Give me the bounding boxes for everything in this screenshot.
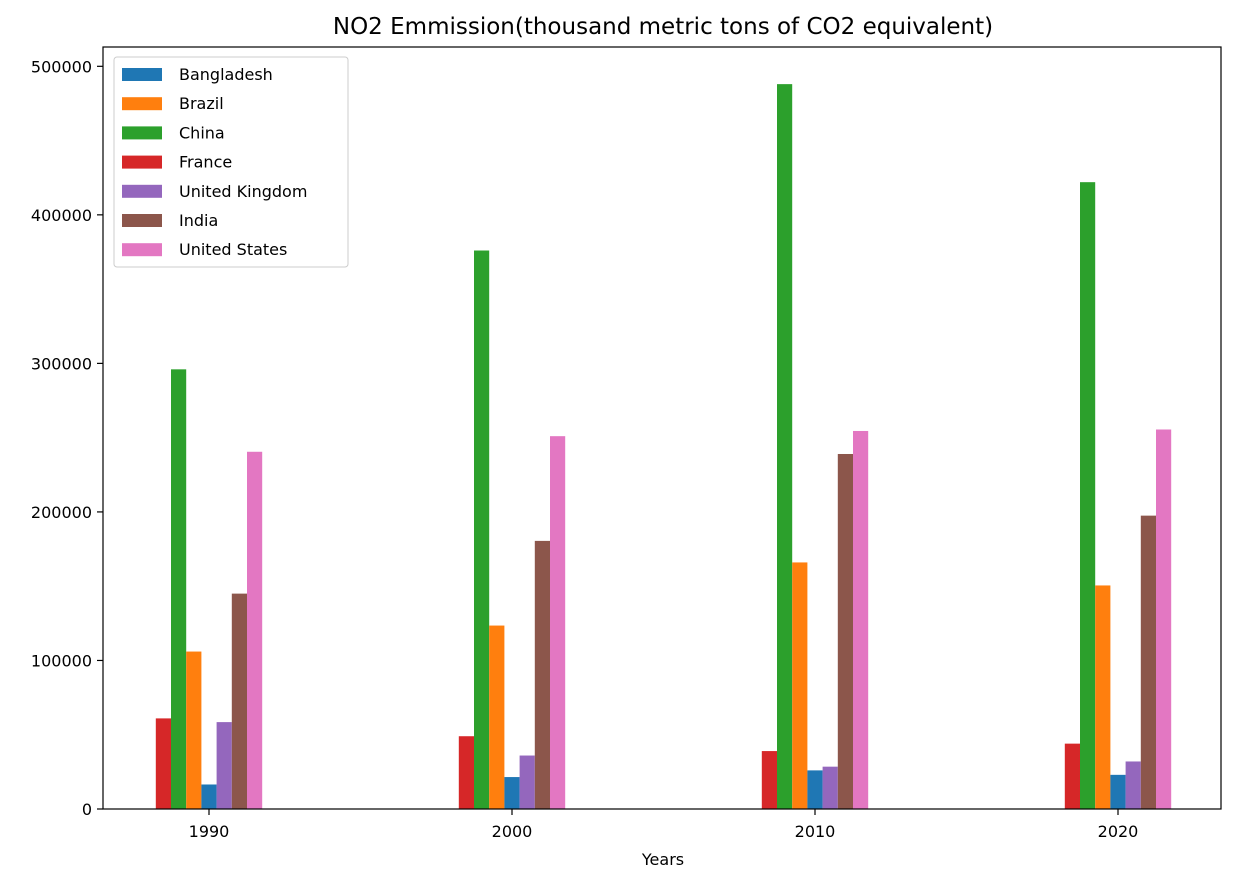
- y-tick-label: 500000: [31, 57, 92, 76]
- axes-group: 0 100000 200000 300000 400000 500000 1990 2000 2…: [31, 46, 1222, 841]
- bar-brazil-1990: [186, 651, 202, 809]
- legend-label: United Kingdom: [179, 182, 307, 201]
- bar-brazil-2020: [1095, 585, 1111, 809]
- chart-title: NO2 Emmission(thousand metric tons of CO…: [333, 14, 993, 40]
- bar-united-kingdom-2000: [519, 755, 535, 809]
- legend-item: United States: [122, 240, 287, 259]
- legend-label: Bangladesh: [179, 65, 273, 84]
- bar-united-kingdom-2010: [822, 766, 838, 809]
- legend-box: [113, 56, 349, 268]
- legend-swatch: [122, 126, 162, 140]
- y-tick-label: 200000: [31, 503, 92, 522]
- bar-india-2010: [837, 453, 853, 809]
- bar-bangladesh-2000: [504, 777, 520, 809]
- x-axis-label: Years: [641, 850, 684, 869]
- bar-brazil-2000: [489, 625, 505, 809]
- legend-label: Brazil: [179, 94, 224, 113]
- bar-france-1990: [155, 718, 171, 809]
- legend-swatch: [122, 68, 162, 81]
- legend-swatch: [122, 184, 162, 198]
- legend-label: France: [179, 153, 232, 172]
- legend-label: China: [179, 123, 225, 142]
- legend-swatch: [122, 155, 162, 169]
- bar-france-2000: [458, 736, 474, 809]
- legend-item: Brazil: [122, 94, 224, 113]
- bar-bangladesh-1990: [201, 784, 217, 809]
- x-tick-label: 2020: [1098, 822, 1139, 841]
- bar-india-2000: [534, 540, 550, 809]
- legend-label: India: [179, 211, 218, 230]
- bar-india-1990: [231, 593, 247, 809]
- x-tick-label: 2000: [492, 822, 533, 841]
- bar-france-2010: [761, 751, 777, 809]
- bar-bangladesh-2020: [1110, 774, 1126, 809]
- legend-item: China: [122, 123, 225, 142]
- legend-item: United Kingdom: [122, 182, 307, 201]
- bar-united-kingdom-1990: [216, 722, 232, 809]
- x-tick-label: 1990: [189, 822, 230, 841]
- bar-india-2020: [1140, 515, 1156, 809]
- bar-china-2000: [474, 250, 490, 809]
- legend-label: United States: [179, 240, 287, 259]
- legend-swatch: [122, 214, 162, 227]
- bar-united-states-2020: [1156, 429, 1172, 809]
- x-tick-label: 2010: [795, 822, 836, 841]
- y-tick-label: 100000: [31, 651, 92, 670]
- bar-china-2020: [1080, 182, 1096, 810]
- y-tick-label: 400000: [31, 206, 92, 225]
- legend-item: India: [122, 211, 218, 230]
- bar-china-2010: [777, 84, 793, 809]
- bar-united-states-1990: [247, 451, 263, 809]
- legend-swatch: [122, 243, 162, 257]
- plot-frame: [102, 46, 1222, 810]
- bar-united-states-2010: [853, 430, 869, 809]
- legend-item: France: [122, 153, 232, 172]
- legend-swatch: [122, 97, 162, 111]
- legend-item: Bangladesh: [122, 65, 273, 84]
- legend: Bangladesh Brazil China France United Kingdo…: [113, 56, 349, 268]
- y-tick-label: 0: [82, 800, 92, 819]
- bar-brazil-2010: [792, 562, 808, 809]
- bars-group: [155, 84, 1172, 810]
- bar-united-kingdom-2020: [1125, 761, 1141, 809]
- bar-china-1990: [171, 369, 187, 809]
- y-tick-label: 300000: [31, 354, 92, 373]
- bar-bangladesh-2010: [807, 770, 823, 809]
- bar-united-states-2000: [550, 436, 566, 809]
- bar-france-2020: [1064, 743, 1080, 809]
